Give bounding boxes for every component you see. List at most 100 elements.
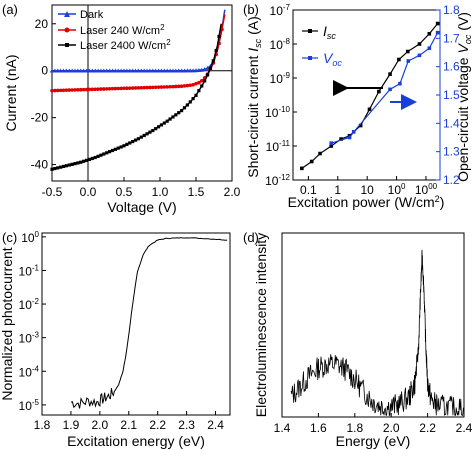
x-tick-label: 1.8 — [346, 421, 363, 435]
marker-laser-2400 — [159, 123, 164, 127]
legend-label-dark: Dark — [80, 9, 104, 21]
panel-b-legend: Isc Voc — [302, 23, 342, 68]
panel-d-ylabel: Electroluminescence intensity — [253, 233, 269, 417]
marker-dark — [205, 65, 210, 70]
panel-b-frame — [292, 9, 441, 181]
legend-marker-isc — [308, 29, 312, 33]
marker-laser-2400 — [64, 164, 68, 168]
marker-laser-2400 — [185, 103, 189, 107]
marker-laser-240 — [122, 86, 126, 91]
marker-dark — [141, 68, 147, 73]
marker-isc — [405, 49, 410, 54]
marker-dark — [139, 68, 144, 73]
marker-dark — [95, 68, 101, 73]
marker-dark — [93, 68, 98, 73]
marker-laser-2400 — [194, 93, 198, 97]
panel-a-label: (a) — [2, 2, 18, 17]
marker-isc — [427, 31, 432, 36]
marker-laser-240 — [107, 86, 112, 91]
marker-laser-2400 — [79, 160, 83, 164]
panel-a-legend: Dark Laser 240 W/cm2 Laser 2400 W/cm2 — [58, 9, 171, 52]
marker-dark — [49, 68, 55, 73]
marker-laser-2400 — [116, 146, 120, 150]
marker-isc — [318, 151, 322, 156]
legend-marker-voc — [308, 56, 312, 60]
marker-laser-2400 — [208, 66, 212, 70]
y-tick-label: 10-3 — [19, 331, 40, 346]
marker-laser-2400 — [70, 162, 74, 166]
marker-laser-2400 — [182, 106, 187, 110]
panel-d-electroluminescence: (d) 1.4 1.6 1.8 2.0 2.2 2.4 Energy (eV) Elect… — [243, 230, 473, 449]
x-tick-label: 0.1 — [300, 183, 317, 197]
marker-dark — [136, 68, 141, 73]
marker-laser-240 — [125, 86, 129, 91]
marker-laser-240 — [182, 84, 187, 88]
marker-dark — [127, 68, 132, 73]
marker-laser-240 — [93, 87, 97, 92]
marker-dark — [150, 68, 155, 73]
marker-laser-240 — [61, 88, 66, 93]
marker-dark — [58, 68, 63, 73]
marker-dark — [159, 68, 164, 73]
marker-laser-240 — [191, 82, 195, 87]
legend-label-laser-240: Laser 240 W/cm2 — [80, 23, 165, 37]
y-right-tick-label: 1.8 — [443, 3, 460, 17]
panel-c-label: (c) — [2, 230, 17, 245]
marker-dark — [116, 68, 121, 73]
x-tick-label: 1.9 — [63, 418, 80, 432]
marker-laser-2400 — [191, 97, 195, 101]
marker-laser-240 — [84, 87, 89, 92]
marker-voc — [435, 30, 440, 35]
marker-laser-2400 — [108, 150, 112, 154]
marker-dark — [179, 68, 184, 73]
marker-laser-2400 — [214, 48, 218, 53]
marker-laser-2400 — [50, 167, 54, 171]
x-tick-label: 1.5 — [188, 185, 205, 199]
x-tick-label: -0.5 — [42, 185, 63, 199]
marker-laser-2400 — [76, 161, 80, 165]
marker-laser-240 — [156, 85, 161, 89]
marker-laser-2400 — [168, 117, 172, 121]
panel-d-series — [290, 249, 465, 416]
panel-b-xlabel: Excitation power (W/cm2) — [288, 194, 445, 210]
marker-laser-2400 — [53, 166, 57, 171]
marker-laser-240 — [90, 87, 95, 92]
marker-laser-240 — [116, 86, 121, 91]
marker-laser-2400 — [154, 127, 158, 131]
panel-c-series — [70, 237, 228, 409]
marker-laser-2400 — [82, 159, 86, 163]
marker-laser-240 — [55, 88, 60, 93]
marker-laser-240 — [145, 85, 149, 90]
marker-dark — [182, 68, 187, 73]
marker-laser-240 — [53, 88, 57, 93]
marker-laser-240 — [104, 87, 109, 91]
marker-laser-2400 — [84, 158, 89, 162]
marker-laser-240 — [73, 88, 77, 92]
marker-laser-240 — [159, 85, 164, 89]
marker-laser-2400 — [61, 164, 66, 169]
marker-dark — [188, 68, 193, 73]
panel-d-label: (d) — [243, 230, 259, 245]
marker-laser-2400 — [87, 157, 92, 162]
marker-laser-240 — [168, 84, 172, 89]
marker-laser-2400 — [99, 153, 103, 157]
marker-dark — [170, 68, 176, 73]
marker-dark — [104, 68, 109, 73]
marker-laser-240 — [162, 85, 167, 89]
marker-dark — [130, 68, 135, 73]
marker-laser-2400 — [56, 166, 60, 170]
marker-voc — [406, 59, 411, 63]
panel-c-frame — [41, 232, 231, 416]
electroluminescence-line — [290, 249, 465, 416]
marker-voc — [347, 135, 352, 140]
x-tick-label: 2.0 — [383, 421, 400, 435]
marker-laser-2400 — [211, 59, 215, 63]
panel-b-power-dependence: (b) 0.1 1 10 100 100010-1210-1110-1010-910-8… — [243, 2, 473, 210]
marker-laser-2400 — [156, 125, 161, 129]
x-tick-label: 2.3 — [178, 418, 195, 432]
marker-dark — [107, 68, 112, 73]
y-tick-label: 0 — [41, 64, 48, 78]
panel-a-series — [49, 9, 226, 171]
marker-laser-2400 — [217, 34, 221, 39]
marker-dark — [124, 68, 130, 73]
